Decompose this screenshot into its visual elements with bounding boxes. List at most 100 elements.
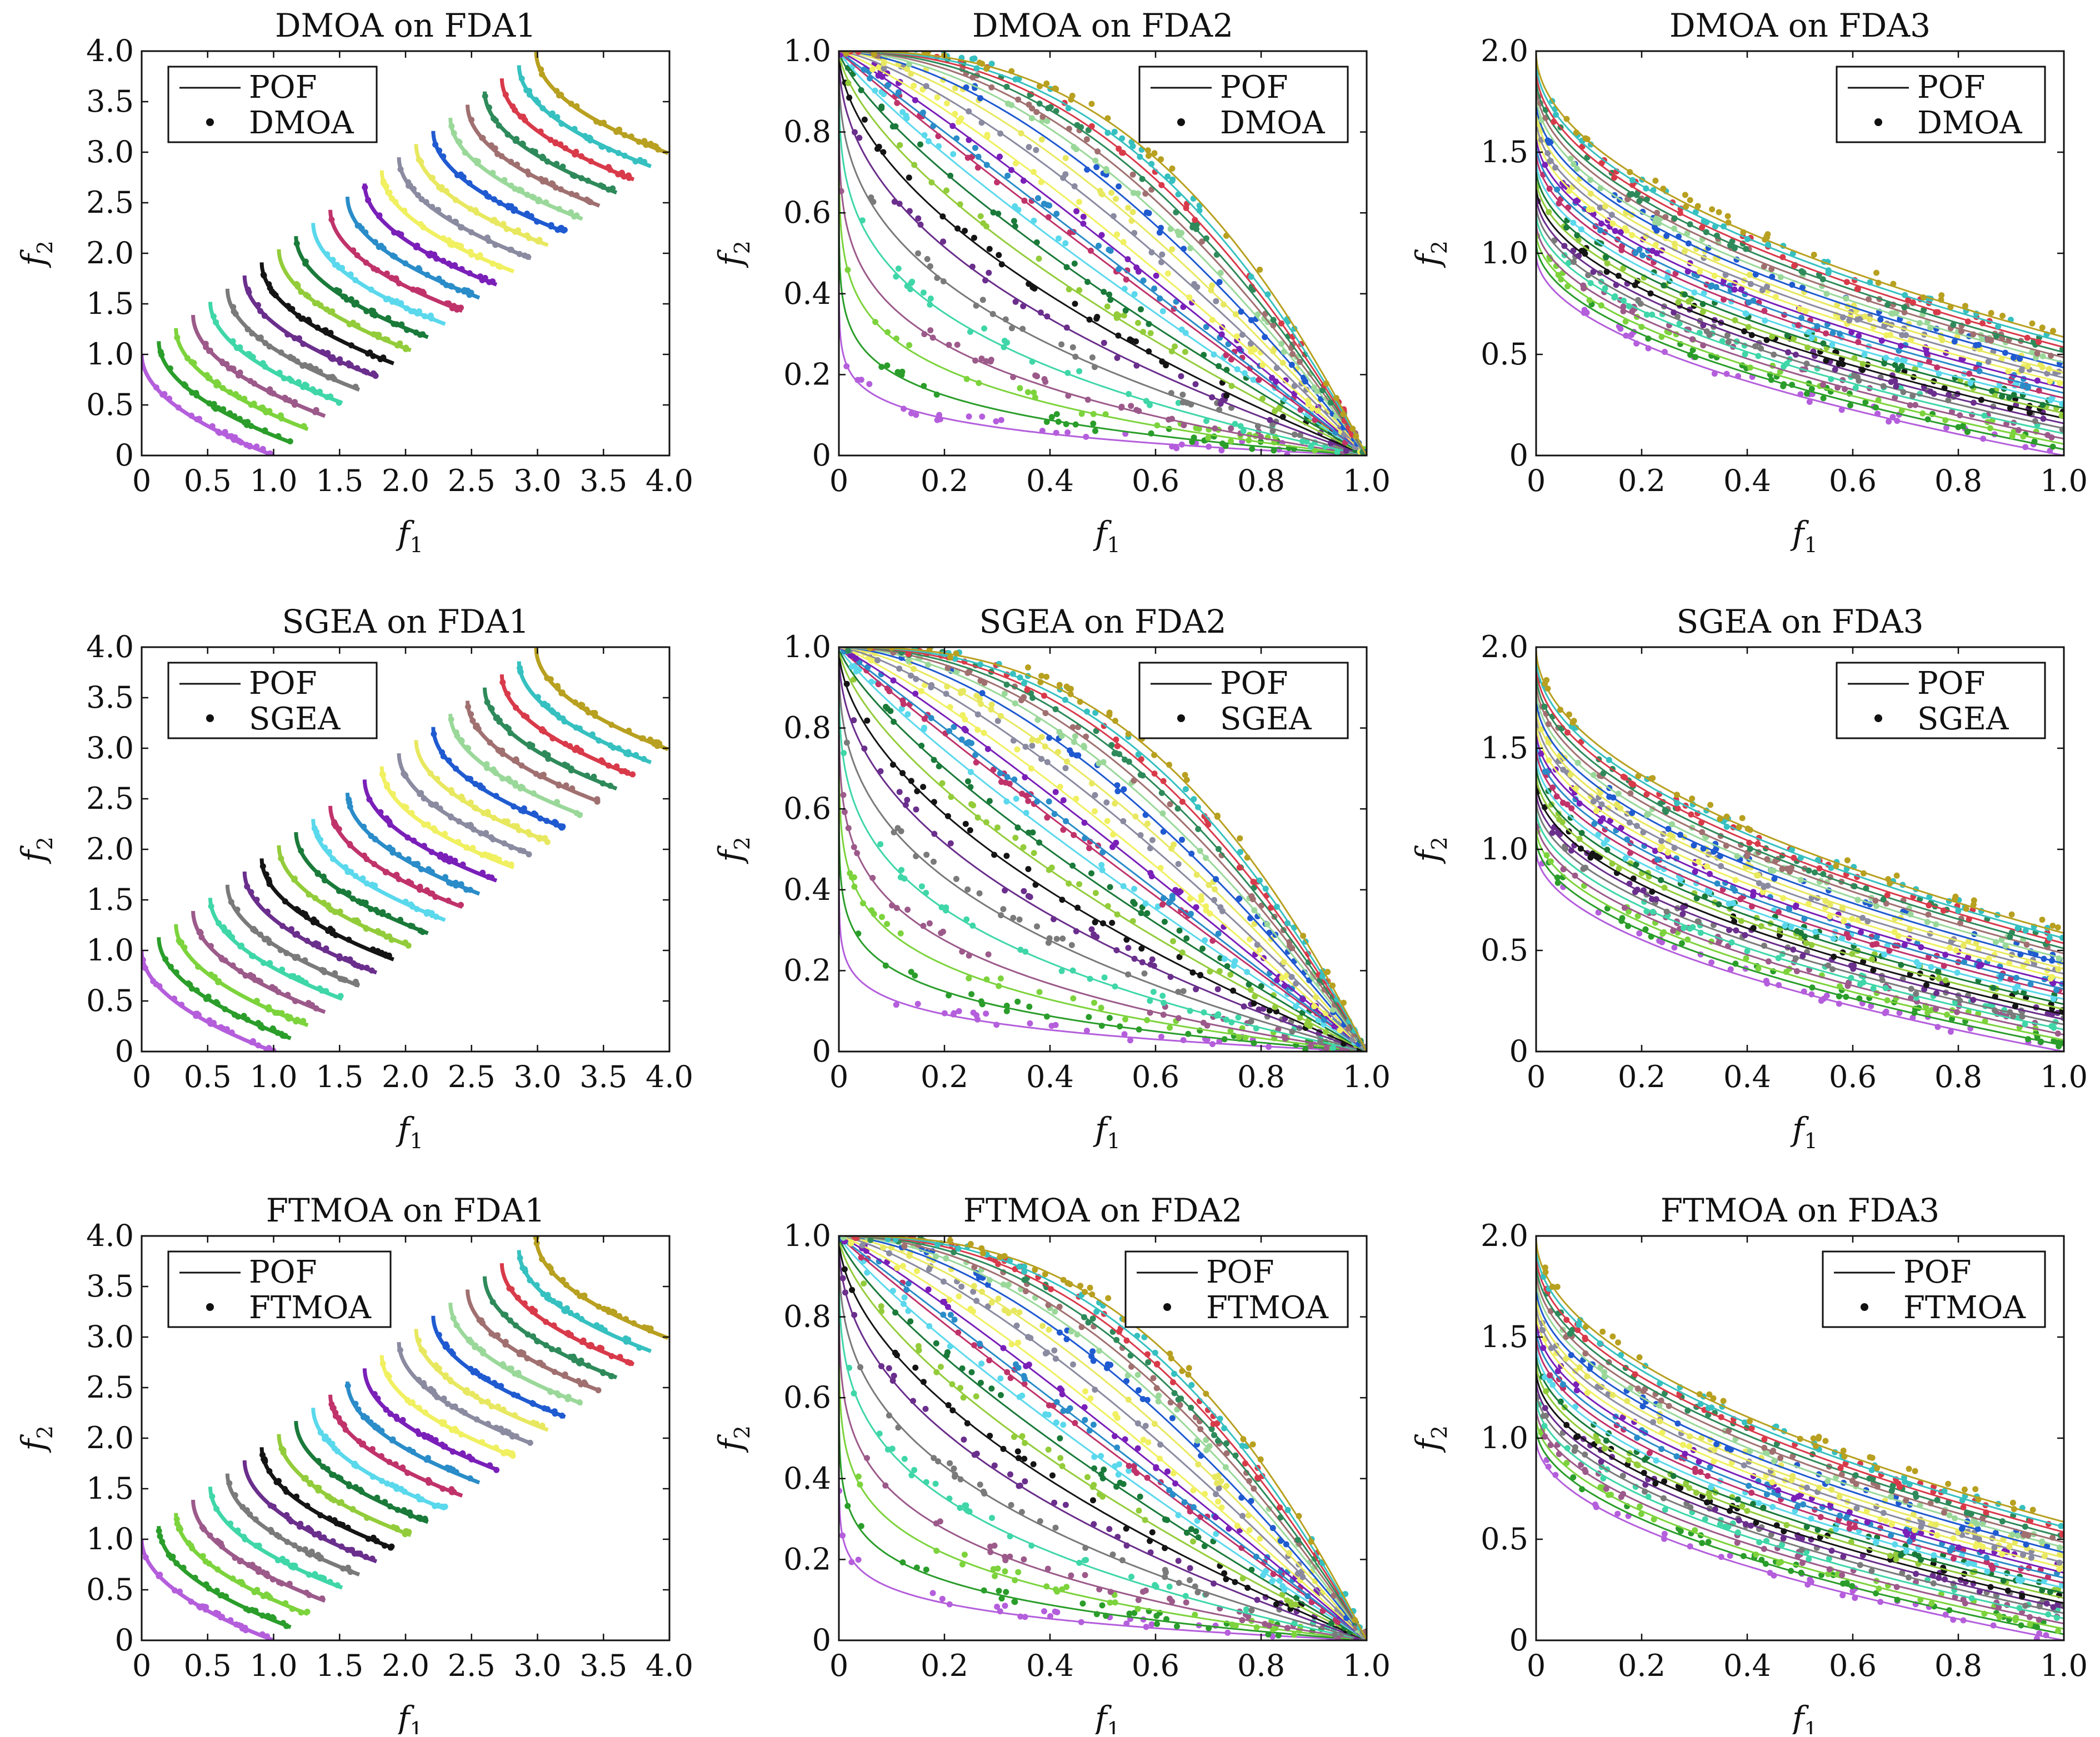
solution-point <box>609 186 616 192</box>
solution-point <box>1927 388 1933 394</box>
solution-point <box>254 998 260 1004</box>
solution-point <box>878 768 884 774</box>
solution-point <box>1144 820 1151 827</box>
solution-point <box>538 67 544 73</box>
solution-point <box>1108 190 1114 196</box>
solution-point <box>317 837 323 843</box>
solution-point <box>1554 187 1560 193</box>
solution-point <box>1665 849 1671 855</box>
solution-point <box>1074 905 1081 911</box>
solution-point <box>964 887 971 893</box>
solution-point <box>1696 919 1702 925</box>
solution-point <box>1084 136 1090 142</box>
solution-point <box>1927 324 1933 331</box>
solution-point <box>1026 1004 1032 1010</box>
solution-point <box>1902 942 1908 948</box>
solution-point <box>1293 980 1299 987</box>
solution-point <box>1189 224 1196 231</box>
solution-point <box>322 947 328 953</box>
solution-point <box>1139 773 1146 779</box>
solution-point <box>1246 437 1252 443</box>
solution-point <box>518 784 524 790</box>
solution-point <box>1083 434 1089 440</box>
solution-point <box>360 875 366 882</box>
solution-point <box>1988 338 1994 344</box>
solution-point <box>1203 418 1209 424</box>
solution-point <box>372 837 378 843</box>
solution-point <box>1831 954 1837 960</box>
solution-point <box>1031 218 1037 224</box>
x-tick-label: 1.0 <box>250 463 298 498</box>
solution-point <box>934 94 941 101</box>
solution-point <box>1038 673 1044 679</box>
solution-point <box>1206 882 1212 888</box>
solution-point <box>1094 148 1101 154</box>
solution-point <box>1104 303 1111 309</box>
solution-point <box>1021 680 1027 687</box>
solution-point <box>1691 289 1697 296</box>
solution-point <box>1573 198 1579 204</box>
solution-point <box>884 43 891 49</box>
solution-point <box>1739 815 1746 821</box>
solution-point <box>1848 329 1854 336</box>
solution-point <box>247 378 253 384</box>
solution-point <box>1950 322 1956 328</box>
solution-point <box>2050 444 2056 450</box>
y-tick-label: 0 <box>1509 438 1528 473</box>
solution-point <box>972 145 978 151</box>
solution-point <box>1653 242 1659 248</box>
solution-point <box>2028 981 2034 987</box>
solution-point <box>197 929 203 935</box>
solution-point <box>1241 1003 1247 1009</box>
solution-point <box>851 640 857 646</box>
solution-point <box>1169 416 1175 422</box>
solution-point <box>1636 930 1642 937</box>
solution-point <box>216 920 222 926</box>
solution-point <box>1158 1034 1164 1040</box>
solution-point <box>886 688 892 694</box>
solution-point <box>1238 309 1244 315</box>
solution-point <box>1167 1025 1173 1031</box>
solution-point <box>1941 908 1947 914</box>
solution-point <box>2017 356 2023 362</box>
solution-point <box>578 175 584 181</box>
solution-point <box>856 42 862 48</box>
solution-point <box>1744 948 1751 954</box>
solution-point <box>1197 972 1203 978</box>
solution-point <box>908 71 914 77</box>
solution-point <box>278 947 284 953</box>
solution-point <box>416 265 422 271</box>
solution-point <box>918 743 924 749</box>
solution-point <box>1130 172 1136 178</box>
solution-point <box>562 145 568 151</box>
solution-point <box>370 308 376 314</box>
solution-point <box>1933 1006 1939 1012</box>
solution-point <box>1140 329 1146 335</box>
solution-point <box>1871 985 1877 992</box>
solution-point <box>1175 989 1181 995</box>
solution-point <box>1699 224 1705 231</box>
solution-point <box>1609 860 1616 867</box>
solution-point <box>329 374 336 380</box>
solution-point <box>244 419 251 425</box>
solution-point <box>1138 306 1144 312</box>
solution-point <box>1827 902 1833 908</box>
solution-point <box>1582 251 1588 257</box>
solution-point <box>1616 273 1622 279</box>
solution-point <box>2036 339 2042 345</box>
solution-point <box>459 266 465 272</box>
solution-point <box>158 349 164 355</box>
solution-point <box>237 369 243 376</box>
solution-point <box>1051 916 1057 922</box>
solution-point <box>896 266 902 272</box>
solution-point <box>1234 366 1241 372</box>
solution-point <box>901 701 907 707</box>
solution-point <box>847 640 853 647</box>
solution-point <box>1732 287 1738 293</box>
solution-point <box>1177 928 1183 934</box>
solution-point <box>446 898 452 904</box>
solution-point <box>935 133 941 139</box>
solution-point <box>336 264 342 271</box>
solution-point <box>556 206 562 212</box>
solution-point <box>1872 898 1878 904</box>
